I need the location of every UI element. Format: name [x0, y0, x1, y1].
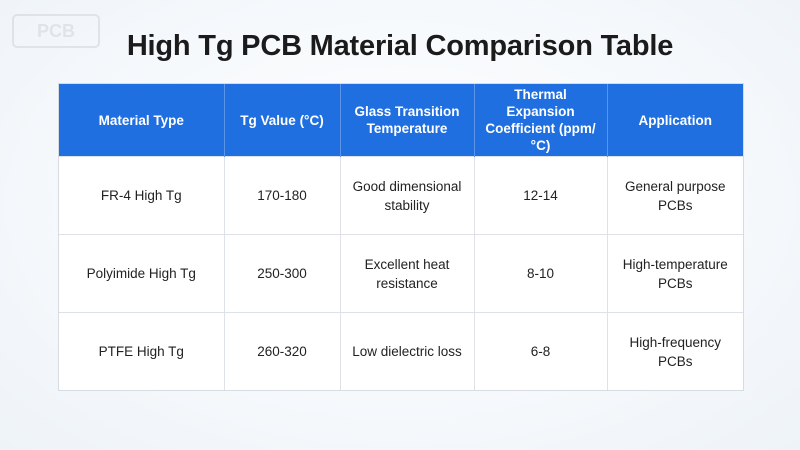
column-header-tg-value: Tg Value (°C)	[224, 84, 341, 157]
cell-material-type: Polyimide High Tg	[59, 234, 225, 313]
watermark-logo-icon: PCB	[12, 14, 100, 48]
cell-glass-transition: Low dielectric loss	[340, 312, 475, 390]
page-title: High Tg PCB Material Comparison Table	[126, 30, 674, 62]
column-header-glass-transition: Glass Transition Temperature	[340, 84, 475, 157]
table-header-row: Material Type Tg Value (°C) Glass Transi…	[59, 84, 743, 157]
cell-application: High-temperature PCBs	[607, 234, 743, 313]
cell-material-type: FR-4 High Tg	[59, 156, 225, 235]
cell-glass-transition: Good dimensional stability	[340, 156, 475, 235]
table-row: FR-4 High Tg 170-180 Good dimensional st…	[59, 156, 743, 235]
column-header-thermal-expansion: Thermal Expansion Coefficient (ppm/°C)	[474, 84, 608, 157]
watermark-logo: PCB	[12, 14, 100, 48]
cell-thermal-expansion: 8-10	[474, 234, 608, 313]
cell-glass-transition: Excellent heat resistance	[340, 234, 475, 313]
column-header-material-type: Material Type	[59, 84, 225, 157]
cell-application: General purpose PCBs	[607, 156, 743, 235]
cell-tg-value: 250-300	[224, 234, 341, 313]
comparison-table: Material Type Tg Value (°C) Glass Transi…	[59, 84, 743, 390]
cell-tg-value: 260-320	[224, 312, 341, 390]
table-header: Material Type Tg Value (°C) Glass Transi…	[59, 84, 743, 157]
comparison-table-container: Material Type Tg Value (°C) Glass Transi…	[58, 83, 744, 391]
cell-application: High-frequency PCBs	[607, 312, 743, 390]
cell-material-type: PTFE High Tg	[59, 312, 225, 390]
cell-tg-value: 170-180	[224, 156, 341, 235]
table-body: FR-4 High Tg 170-180 Good dimensional st…	[59, 156, 743, 390]
cell-thermal-expansion: 6-8	[474, 312, 608, 390]
column-header-application: Application	[607, 84, 743, 157]
table-row: Polyimide High Tg 250-300 Excellent heat…	[59, 234, 743, 313]
cell-thermal-expansion: 12-14	[474, 156, 608, 235]
watermark-text: PCB	[37, 21, 75, 41]
table-row: PTFE High Tg 260-320 Low dielectric loss…	[59, 312, 743, 390]
